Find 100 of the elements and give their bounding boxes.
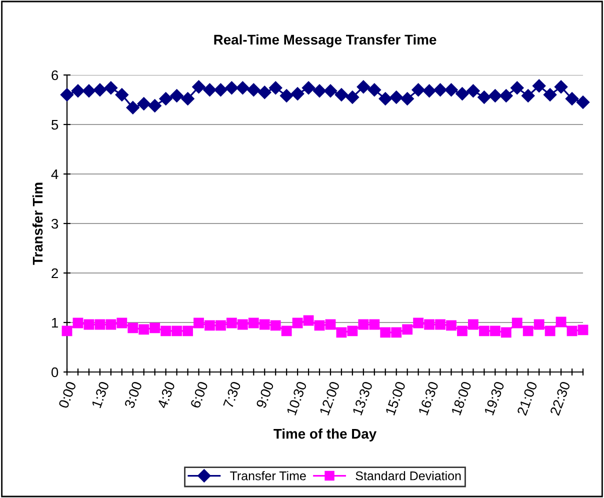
point: [104, 81, 118, 94]
x-tick-label: 15:00: [385, 380, 406, 416]
point: [578, 324, 588, 336]
x-tick-label: 6:00: [190, 380, 208, 409]
point: [314, 320, 325, 331]
point: [402, 324, 413, 335]
point: [181, 92, 194, 106]
point: [72, 318, 84, 328]
point: [259, 319, 270, 330]
x-tick-label: 22:30: [550, 380, 570, 416]
point: [543, 88, 557, 102]
legend-label: Standard Deviation: [356, 471, 461, 480]
point: [94, 319, 106, 330]
point: [488, 89, 502, 102]
point: [170, 89, 184, 102]
point: [204, 320, 215, 331]
point: [148, 99, 162, 112]
point: [457, 326, 468, 336]
point: [247, 83, 260, 96]
point: [84, 319, 94, 330]
point: [400, 92, 414, 106]
x-tick-label: 19:30: [484, 380, 505, 416]
y-tick-label: 0: [51, 367, 58, 378]
point: [532, 79, 546, 92]
point: [444, 83, 458, 96]
y-tick-label: 3: [51, 218, 58, 229]
point: [93, 83, 107, 96]
y-tick-label: 4: [51, 169, 58, 180]
point: [159, 92, 172, 106]
point: [128, 322, 138, 334]
point: [522, 89, 535, 102]
legend-label: Transfer Time: [230, 471, 306, 480]
point: [226, 318, 237, 328]
point: [137, 97, 150, 110]
point: [203, 83, 216, 96]
point: [214, 83, 228, 96]
y-tick-label: 2: [52, 268, 58, 278]
point: [566, 326, 578, 336]
point: [281, 326, 292, 336]
point: [534, 319, 544, 330]
point: [336, 327, 347, 338]
point: [522, 326, 534, 336]
point: [116, 318, 128, 328]
point: [358, 319, 369, 330]
point: [225, 81, 238, 94]
point: [466, 84, 480, 98]
point: [258, 86, 272, 99]
y-axis-title: Transfer Tim: [32, 182, 43, 265]
point: [192, 80, 206, 94]
point: [346, 90, 360, 104]
x-tick-label: 3:00: [124, 380, 142, 409]
point: [334, 88, 348, 102]
point: [115, 88, 128, 102]
x-axis-title: Time of the Day: [274, 428, 377, 442]
point: [435, 319, 446, 330]
point: [106, 319, 116, 330]
point: [138, 324, 150, 335]
point: [554, 80, 568, 94]
point: [248, 318, 259, 328]
point: [468, 319, 478, 330]
point: [182, 326, 193, 336]
point: [356, 80, 370, 94]
point: [369, 319, 380, 330]
x-tick-label: 18:00: [451, 380, 472, 416]
point: [290, 87, 304, 100]
point: [478, 326, 490, 336]
point: [390, 90, 403, 104]
x-tick-label: 10:30: [286, 380, 307, 416]
point: [172, 326, 182, 336]
point: [236, 81, 250, 94]
point: [378, 92, 392, 106]
point: [325, 319, 336, 330]
x-tick-label: 1:30: [91, 380, 110, 408]
point: [434, 83, 447, 96]
point: [391, 327, 402, 338]
point: [292, 318, 303, 328]
point: [269, 81, 282, 94]
point: [565, 92, 579, 106]
chart-title: Real-Time Message Transfer Time: [214, 34, 436, 48]
point: [380, 327, 391, 338]
point: [150, 322, 160, 334]
point: [422, 84, 436, 98]
point: [478, 90, 491, 104]
point: [512, 318, 522, 328]
point: [215, 320, 226, 331]
point: [324, 84, 338, 98]
point: [456, 87, 469, 100]
point: [412, 83, 425, 96]
point: [270, 320, 281, 331]
x-tick-label: 4:30: [157, 380, 176, 409]
x-tick-label: 0:00: [58, 380, 76, 409]
point: [368, 83, 381, 96]
point: [510, 81, 524, 94]
point: [490, 326, 500, 336]
y-tick-label: 6: [52, 70, 58, 80]
point: [446, 320, 456, 331]
x-tick-label: 9:00: [256, 380, 274, 409]
y-tick-label: 5: [52, 120, 58, 130]
point: [71, 84, 85, 98]
point: [126, 101, 140, 114]
